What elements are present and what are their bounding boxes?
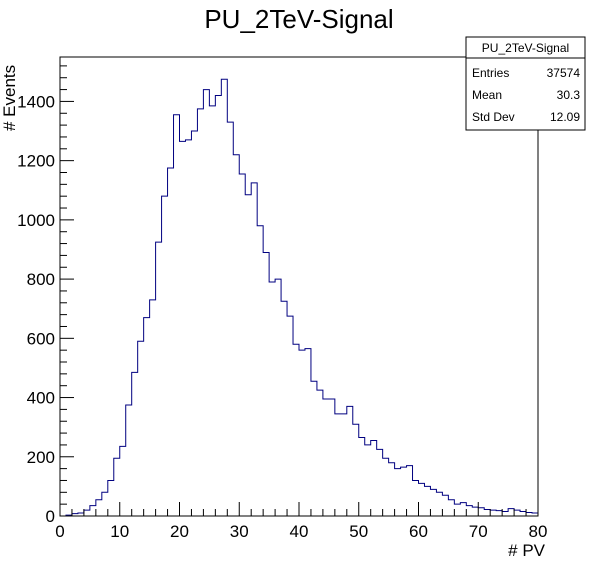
y-tick-label: 1200 <box>17 152 55 171</box>
stats-mean-label: Mean <box>472 88 502 102</box>
histogram-series <box>60 79 538 516</box>
y-tick-label: 600 <box>27 329 55 348</box>
x-tick-label: 0 <box>55 522 64 541</box>
x-tick-label: 20 <box>170 522 189 541</box>
x-tick-label: 40 <box>290 522 309 541</box>
stats-entries-label: Entries <box>472 66 509 80</box>
x-tick-label: 80 <box>529 522 548 541</box>
x-axis: 0 10 20 30 40 50 60 70 80 <box>55 502 547 541</box>
y-tick-label: 200 <box>27 448 55 467</box>
stats-mean-value: 30.3 <box>557 88 581 102</box>
histogram-line <box>60 79 538 516</box>
x-tick-label: 60 <box>409 522 428 541</box>
y-tick-label: 800 <box>27 270 55 289</box>
chart-title: PU_2TeV-Signal <box>204 4 393 34</box>
y-tick-label: 0 <box>46 507 55 526</box>
y-tick-label: 400 <box>27 389 55 408</box>
x-tick-label: 10 <box>110 522 129 541</box>
stats-entries-value: 37574 <box>547 66 581 80</box>
x-axis-title: # PV <box>508 541 546 560</box>
y-tick-label: 1400 <box>17 92 55 111</box>
x-tick-label: 70 <box>469 522 488 541</box>
stats-box: PU_2TeV-Signal Entries 37574 Mean 30.3 S… <box>466 37 585 130</box>
y-axis: 0 200 400 600 800 1000 1200 1400 <box>17 66 74 526</box>
y-axis-title: # Events <box>0 65 19 131</box>
stats-stddev-value: 12.09 <box>550 110 580 124</box>
x-tick-label: 50 <box>349 522 368 541</box>
y-tick-label: 1000 <box>17 211 55 230</box>
stats-stddev-label: Std Dev <box>472 110 515 124</box>
x-tick-label: 30 <box>230 522 249 541</box>
stats-box-title: PU_2TeV-Signal <box>482 41 569 55</box>
